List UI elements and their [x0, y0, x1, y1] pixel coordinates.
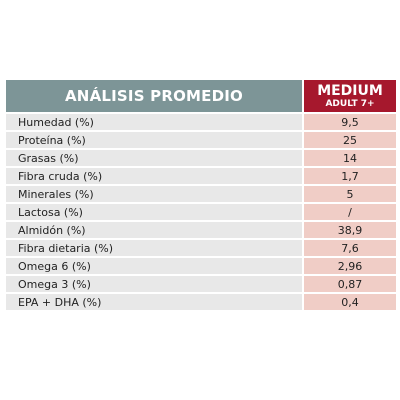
row-label: Grasas (%) [6, 150, 302, 166]
nutrition-analysis-table: ANÁLISIS PROMEDIO MEDIUM ADULT 7+ Humeda… [6, 80, 396, 312]
cell-divider [302, 240, 304, 256]
row-label: EPA + DHA (%) [6, 294, 302, 310]
table-row: EPA + DHA (%) 0,4 [6, 294, 396, 310]
row-value: 2,96 [304, 258, 396, 274]
cell-divider [302, 132, 304, 148]
cell-divider [302, 222, 304, 238]
table-row: Grasas (%) 14 [6, 150, 396, 166]
product-age-label: ADULT 7+ [325, 98, 375, 109]
row-label: Humedad (%) [6, 114, 302, 130]
row-label: Proteína (%) [6, 132, 302, 148]
row-value: 1,7 [304, 168, 396, 184]
row-label: Fibra cruda (%) [6, 168, 302, 184]
table-body: Humedad (%) 9,5 Proteína (%) 25 Grasas (… [6, 114, 396, 310]
table-row: Fibra dietaria (%) 7,6 [6, 240, 396, 256]
row-value: 0,87 [304, 276, 396, 292]
table-row: Fibra cruda (%) 1,7 [6, 168, 396, 184]
cell-divider [302, 276, 304, 292]
product-size-label: MEDIUM [317, 82, 383, 99]
table-row: Minerales (%) 5 [6, 186, 396, 202]
row-value: 14 [304, 150, 396, 166]
table-row: Omega 3 (%) 0,87 [6, 276, 396, 292]
table-row: Lactosa (%) / [6, 204, 396, 220]
cell-divider [302, 114, 304, 130]
cell-divider [302, 150, 304, 166]
row-value: 5 [304, 186, 396, 202]
row-value: 38,9 [304, 222, 396, 238]
row-value: 0,4 [304, 294, 396, 310]
row-value: 9,5 [304, 114, 396, 130]
cell-divider [302, 204, 304, 220]
table-row: Proteína (%) 25 [6, 132, 396, 148]
table-row: Humedad (%) 9,5 [6, 114, 396, 130]
row-value: / [304, 204, 396, 220]
cell-divider [302, 258, 304, 274]
row-value: 7,6 [304, 240, 396, 256]
cell-divider [302, 168, 304, 184]
table-row: Almidón (%) 38,9 [6, 222, 396, 238]
product-header: MEDIUM ADULT 7+ [304, 80, 396, 112]
row-label: Lactosa (%) [6, 204, 302, 220]
table-title: ANÁLISIS PROMEDIO [6, 80, 302, 112]
table-header: ANÁLISIS PROMEDIO MEDIUM ADULT 7+ [6, 80, 396, 112]
row-value: 25 [304, 132, 396, 148]
row-label: Almidón (%) [6, 222, 302, 238]
cell-divider [302, 294, 304, 310]
row-label: Fibra dietaria (%) [6, 240, 302, 256]
cell-divider [302, 186, 304, 202]
row-label: Omega 3 (%) [6, 276, 302, 292]
row-label: Omega 6 (%) [6, 258, 302, 274]
row-label: Minerales (%) [6, 186, 302, 202]
table-row: Omega 6 (%) 2,96 [6, 258, 396, 274]
header-divider [302, 80, 304, 112]
